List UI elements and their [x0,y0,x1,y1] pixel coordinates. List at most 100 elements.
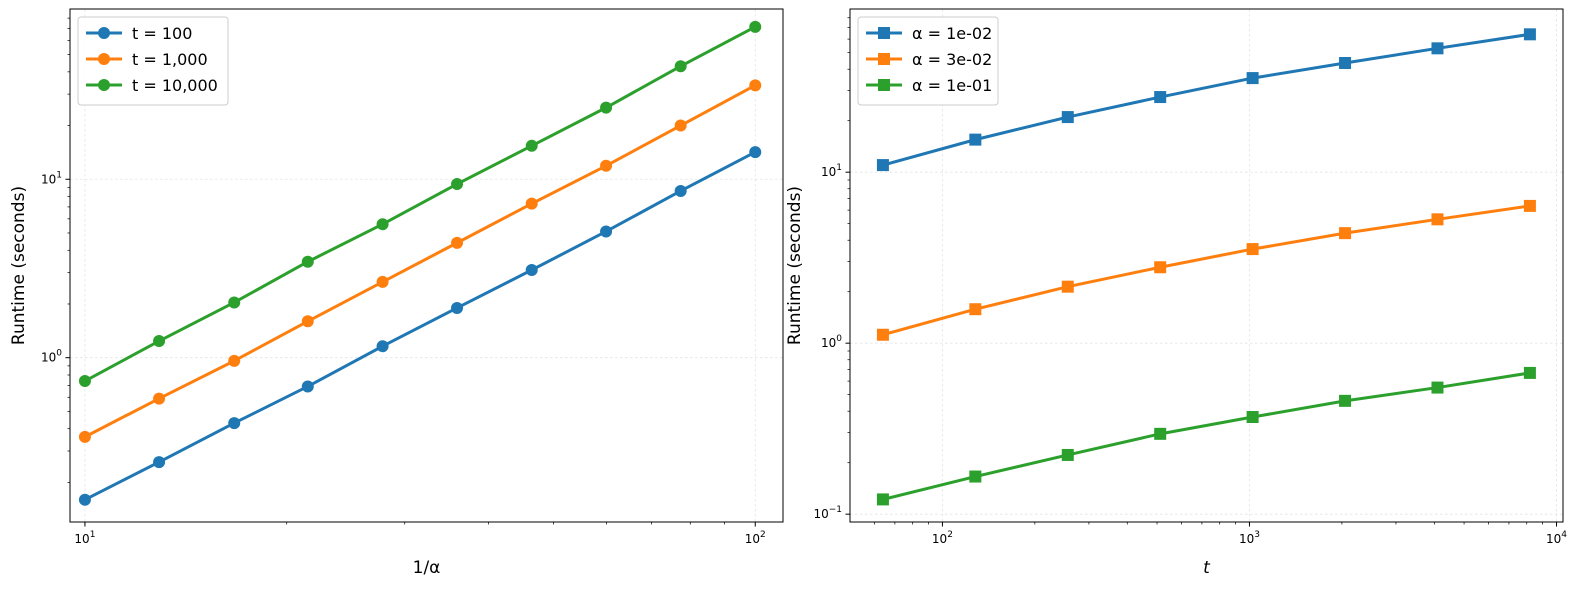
legend: t = 100 t = 1,000 t = 10,000 [77,16,229,106]
series-3 [78,20,762,388]
data-point-marker [153,392,166,405]
legend-marker [98,27,110,39]
data-point-marker [1339,56,1352,69]
series-1 [78,146,762,506]
x-tick-label: 104 [1546,530,1567,546]
data-point-marker [1523,199,1536,212]
data-point-marker [969,133,982,146]
legend-marker [878,53,890,65]
data-point-marker [228,296,241,309]
series-line [881,32,1532,167]
right-panel-runtime-vs-t: 102 103 104 10−1 100 101 t Runtime (seconds) α =… [785,8,1567,578]
legend-label: t = 10,000 [132,76,218,95]
axis-ticks: 102 103 104 10−1 100 101 [813,163,1567,546]
data-point-marker [1523,28,1536,41]
series-line [83,25,757,383]
data-point-marker [78,493,91,506]
data-point-marker [78,430,91,443]
data-point-marker [153,456,166,469]
data-point-marker [674,60,687,73]
data-point-marker [451,178,464,191]
data-point-marker [451,301,464,314]
x-axis-label: t [1203,558,1211,578]
series-2 [876,199,1536,341]
data-point-marker [153,335,166,348]
y-tick-label: 101 [821,163,842,179]
legend-item: t = 1,000 [86,50,208,69]
data-point-marker [1061,111,1074,124]
data-point-marker [78,375,91,388]
data-point-marker [600,159,613,172]
data-point-marker [1246,411,1259,424]
data-point-marker [600,101,613,114]
data-point-marker [1431,213,1444,226]
y-axis-label: Runtime (seconds) [9,186,29,345]
y-axis-label: Runtime (seconds) [785,186,805,345]
legend-label: α = 1e-01 [912,76,992,95]
legend: α = 1e-02 α = 3e-02 α = 1e-01 [857,16,999,106]
data-point-marker [525,264,538,277]
data-point-marker [228,417,241,430]
data-point-marker [301,380,314,393]
series-3 [876,366,1536,506]
y-tick-label: 100 [41,349,62,365]
data-point-marker [600,225,613,238]
series-line [83,83,757,439]
data-point-marker [525,197,538,210]
data-point-marker [969,303,982,316]
data-point-marker [376,218,389,231]
series-line [83,150,757,502]
data-point-marker [876,493,889,506]
data-point-marker [1061,280,1074,293]
legend-label: α = 1e-02 [912,24,992,43]
legend-label: t = 1,000 [132,50,208,69]
legend-label: α = 3e-02 [912,50,992,69]
x-tick-label: 103 [1239,530,1260,546]
data-point-marker [1431,42,1444,55]
data-point-marker [1339,227,1352,240]
data-point-marker [1154,91,1167,104]
data-point-marker [376,275,389,288]
x-tick-label: 102 [745,530,766,546]
series-line [881,371,1532,501]
data-point-marker [674,184,687,197]
data-point-marker [301,315,314,328]
legend-box [857,16,999,106]
series-line [881,204,1532,337]
data-point-marker [1246,72,1259,85]
data-point-marker [674,119,687,132]
data-point-marker [749,20,762,33]
series-1 [876,28,1536,172]
data-point-marker [749,146,762,159]
legend-box [77,16,229,106]
legend-item: t = 100 [86,24,192,43]
plot-frame [849,8,1564,523]
data-point-marker [876,328,889,341]
data-point-marker [969,470,982,483]
data-point-marker [876,159,889,172]
legend-marker [98,53,110,65]
data-point-marker [1246,243,1259,256]
legend-marker [878,27,890,39]
data-point-marker [1339,394,1352,407]
y-tick-label: 101 [41,170,62,186]
data-point-marker [1061,448,1074,461]
data-point-marker [1523,366,1536,379]
legend-marker [98,79,110,91]
legend-marker [878,79,890,91]
legend-item: t = 10,000 [86,76,218,95]
y-tick-label: 10−1 [813,505,842,521]
axis-ticks: 101 102 100 101 [41,170,766,546]
data-point-marker [1431,381,1444,394]
data-point-marker [301,255,314,268]
data-point-marker [1154,261,1167,274]
data-point-marker [376,340,389,353]
plot-frame [69,8,784,523]
x-tick-label: 101 [74,530,95,546]
legend-item: α = 1e-02 [866,24,992,43]
legend-item: α = 1e-01 [866,76,992,95]
data-point-marker [451,236,464,249]
data-point-marker [1154,427,1167,440]
